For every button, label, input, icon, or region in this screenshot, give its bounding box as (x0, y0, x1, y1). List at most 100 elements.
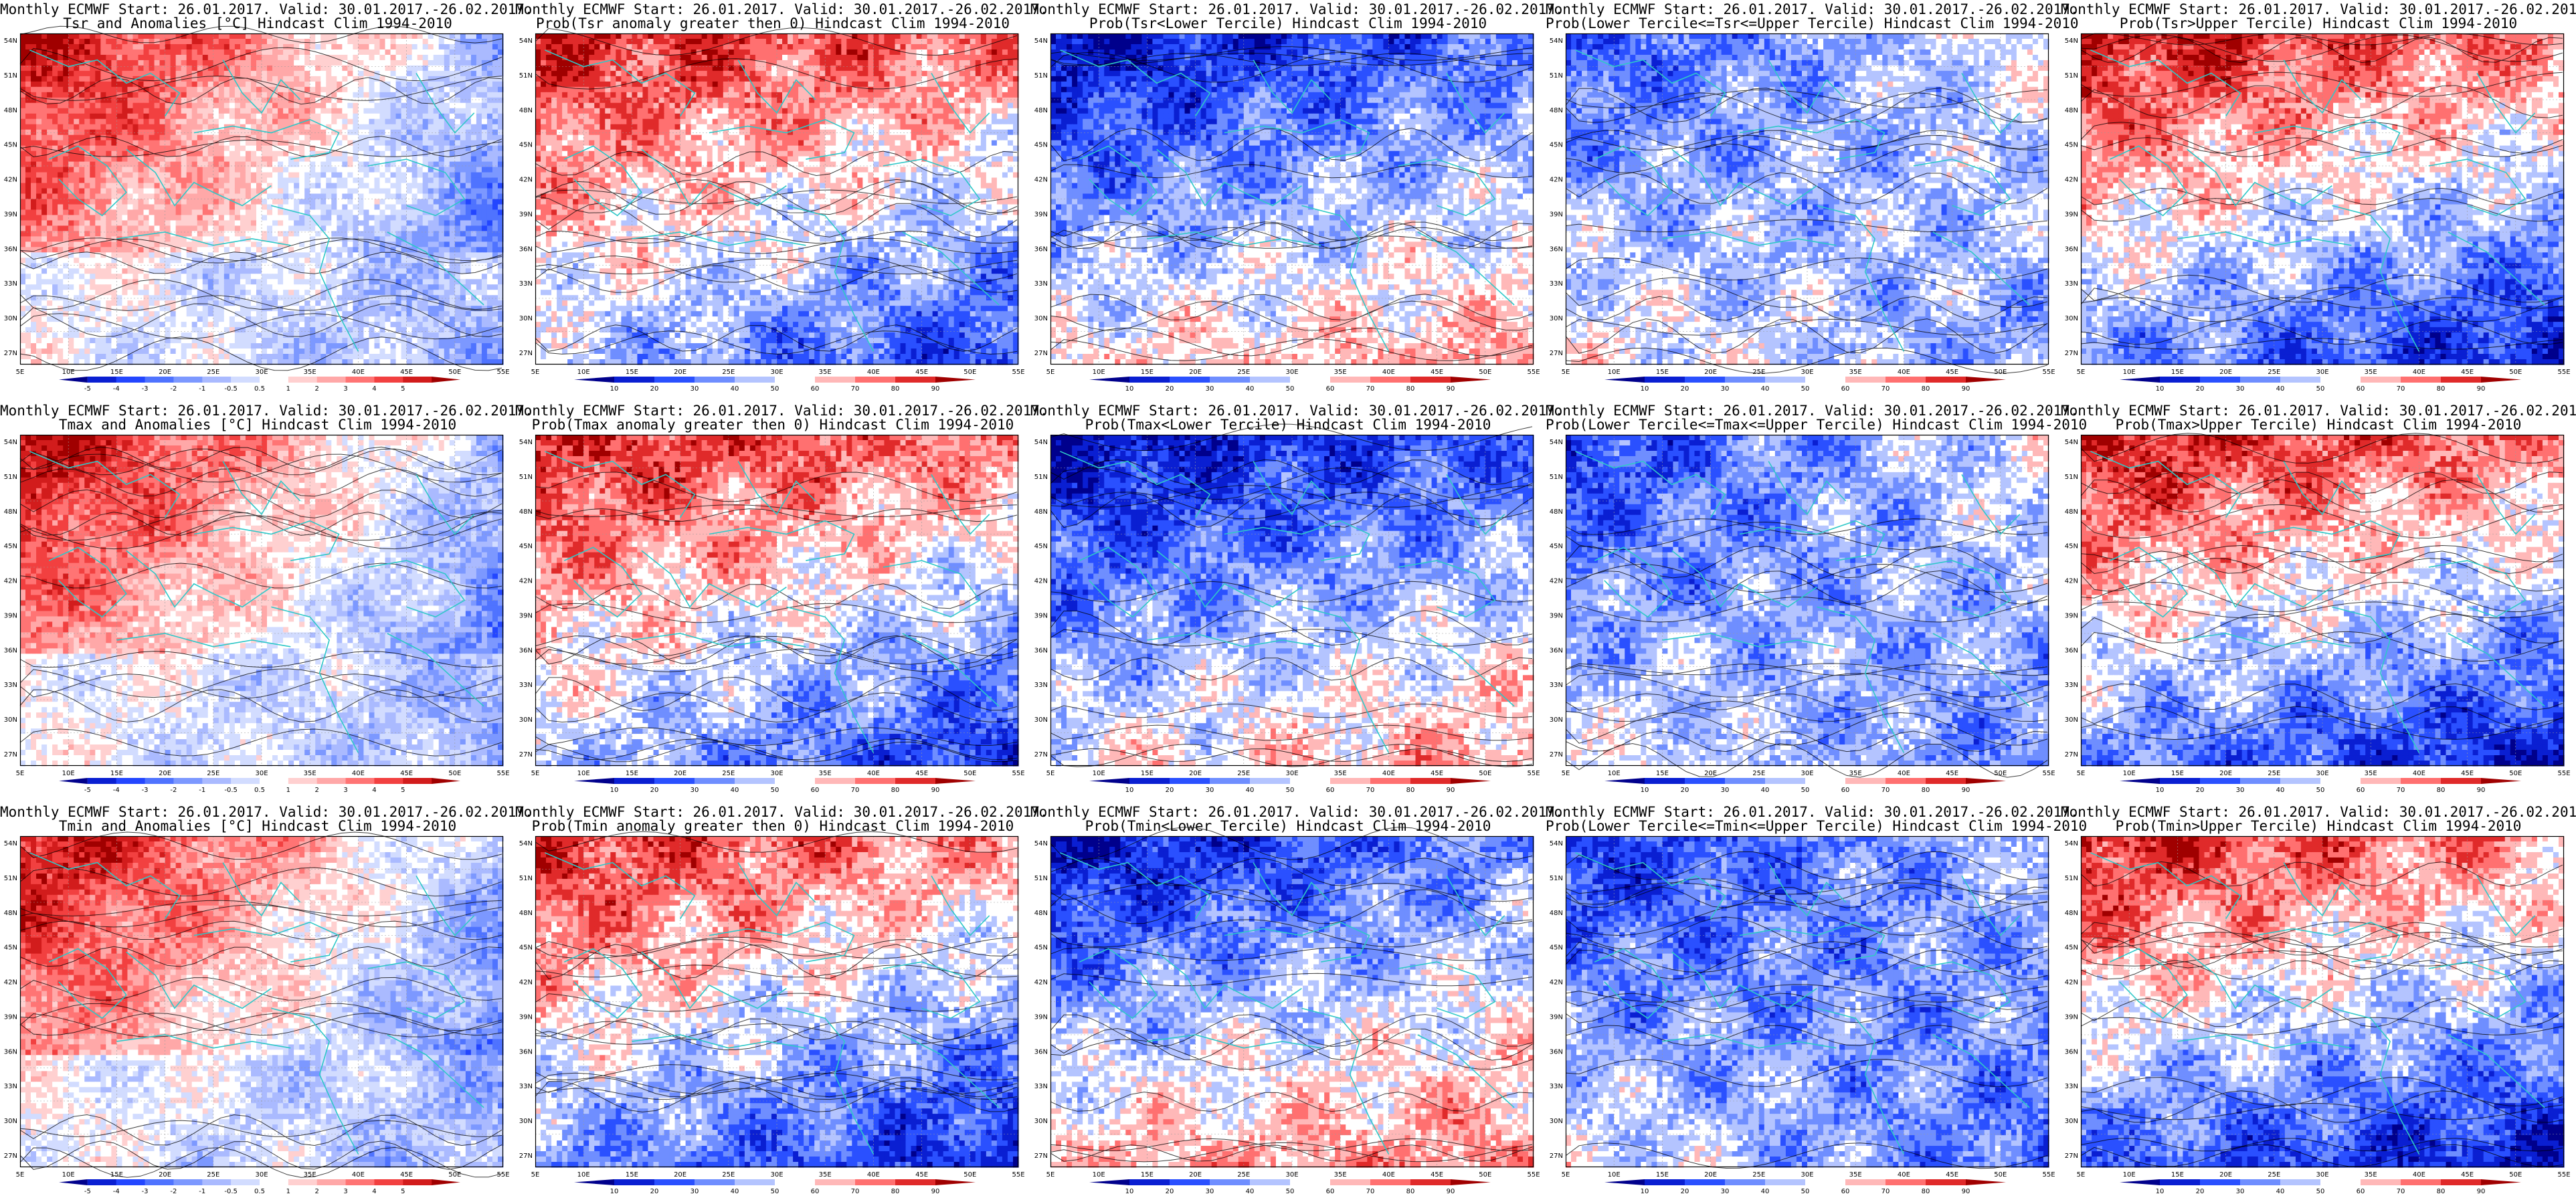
panel-title-line2: Tsr and Anomalies [°C] Hindcast Clim 199… (0, 16, 515, 31)
lat-tick-label: 39N (519, 1013, 533, 1021)
lon-tick-label: 20E (1189, 1171, 1202, 1179)
panel-title-line2: Prob(Tsr<Lower Tercile) Hindcast Clim 19… (1030, 16, 1546, 31)
lat-tick-label: 51N (2065, 474, 2078, 481)
lat-tick-label: 42N (4, 177, 17, 184)
colorbar-swatch (2320, 377, 2361, 383)
colorbar: 10 20 30 40 50 60 70 80 90 (1584, 1179, 2026, 1193)
colorbar-swatch (432, 1179, 460, 1185)
lon-tick-label: 40E (867, 1171, 880, 1179)
lon-tick-label: 45E (1431, 1171, 1443, 1179)
lon-tick-label: 55E (2042, 770, 2055, 777)
colorbar-swatch (1885, 1179, 1926, 1185)
lon-tick-label: 35E (1334, 369, 1347, 376)
colorbar-label: 20 (650, 1188, 659, 1195)
colorbar-label: 40 (2276, 1188, 2285, 1195)
colorbar-label: 70 (1366, 787, 1375, 794)
lon-tick-label: 50E (448, 770, 461, 777)
lat-tick-label: 42N (519, 578, 533, 585)
lat-tick-label: 27N (2065, 1152, 2078, 1160)
lat-tick-label: 48N (1550, 107, 1563, 114)
lon-tick-label: 50E (448, 1171, 461, 1179)
colorbar-swatch (2361, 1179, 2401, 1185)
lat-tick-label: 33N (1550, 280, 1563, 288)
lat-tick-label: 45N (2065, 543, 2078, 550)
lon-tick-label: 45E (915, 770, 928, 777)
lat-tick-label: 36N (519, 647, 533, 654)
lon-tick-label: 55E (1527, 770, 1540, 777)
colorbar-label: -2 (170, 787, 177, 794)
colorbar-label: 50 (1286, 385, 1295, 393)
lat-tick-label: 30N (4, 716, 17, 724)
colorbar-label: -5 (84, 1188, 91, 1195)
colorbar-swatch (2120, 377, 2160, 383)
lat-tick-label: 54N (2065, 840, 2078, 847)
lon-tick-label: 25E (1752, 770, 1765, 777)
lon-tick-label: 25E (1752, 369, 1765, 376)
lat-tick-label: 27N (4, 350, 17, 357)
colorbar-label: 20 (2196, 385, 2205, 393)
lon-tick-label: 15E (626, 770, 638, 777)
lat-tick-label: 51N (519, 72, 533, 80)
lon-tick-label: 40E (1898, 369, 1910, 376)
lon-tick-label: 20E (1189, 369, 1202, 376)
lon-tick-label: 45E (1431, 369, 1443, 376)
lat-tick-label: 54N (519, 840, 533, 847)
colorbar-swatch (1250, 377, 1291, 383)
colorbar-swatch (260, 778, 288, 784)
lon-tick-label: 35E (819, 770, 832, 777)
panel-title-line2: Prob(Lower Tercile<=Tsr<=Upper Tercile) … (1546, 16, 2061, 31)
colorbar-swatch (317, 778, 346, 784)
colorbar-swatch (1129, 778, 1170, 784)
colorbar-label: 20 (2196, 1188, 2205, 1195)
colorbar-swatch (1805, 377, 1846, 383)
colorbar: 10 20 30 40 50 60 70 80 90 (2100, 777, 2541, 792)
lat-tick-label: 36N (1034, 245, 1048, 253)
colorbar-swatch (895, 377, 936, 383)
lat-tick-label: 27N (519, 751, 533, 759)
lon-tick-label: 30E (770, 770, 783, 777)
colorbar-swatch (1330, 1179, 1371, 1185)
lon-tick-label: 45E (915, 1171, 928, 1179)
colorbar-swatch (260, 377, 288, 383)
colorbar-label: 10 (1125, 1188, 1134, 1195)
lat-tick-label: 33N (1550, 1083, 1563, 1090)
colorbar-swatch (1410, 1179, 1451, 1185)
lat-tick-label: 48N (519, 508, 533, 516)
colorbar-label: 60 (1326, 787, 1335, 794)
lat-tick-label: 42N (4, 578, 17, 585)
colorbar: 10 20 30 40 50 60 70 80 90 (554, 376, 996, 391)
lon-tick-label: 15E (1656, 1171, 1669, 1179)
lat-tick-label: 54N (1550, 439, 1563, 446)
lon-tick-label: 5E (2077, 770, 2086, 777)
lon-tick-label: 20E (2219, 1171, 2232, 1179)
colorbar-label: -4 (113, 1188, 120, 1195)
colorbar-label: 60 (1326, 1188, 1335, 1195)
colorbar-swatch (2240, 377, 2281, 383)
lat-tick-label: 48N (2065, 910, 2078, 917)
colorbar-swatch (895, 778, 936, 784)
colorbar-label: 5 (401, 385, 405, 393)
lat-tick-label: 45N (519, 142, 533, 149)
lon-tick-label: 35E (2365, 770, 2377, 777)
lon-tick-label: 10E (577, 770, 590, 777)
lat-tick-label: 27N (1034, 1152, 1048, 1160)
colorbar-label: 40 (1761, 787, 1770, 794)
lat-tick-label: 48N (519, 107, 533, 114)
colorbar-swatch (1089, 778, 1129, 784)
lon-tick-label: 10E (62, 770, 75, 777)
colorbar-swatch (145, 1179, 174, 1185)
colorbar-label: 40 (1761, 385, 1770, 393)
lon-tick-label: 10E (577, 1171, 590, 1179)
lat-tick-label: 51N (519, 474, 533, 481)
colorbar-label: -5 (84, 787, 91, 794)
map-panel: Monthly ECMWF Start: 26.01.2017. Valid: … (1546, 401, 2061, 803)
lon-tick-label: 20E (2219, 770, 2232, 777)
lat-tick-label: 33N (2065, 682, 2078, 689)
colorbar-label: 50 (771, 385, 779, 393)
lat-tick-label: 30N (1550, 1118, 1563, 1125)
colorbar-label: -1 (199, 787, 205, 794)
colorbar-label: -0.5 (224, 385, 238, 393)
colorbar-swatch (2481, 778, 2521, 784)
colorbar-swatch (173, 778, 202, 784)
colorbar-swatch (288, 377, 317, 383)
